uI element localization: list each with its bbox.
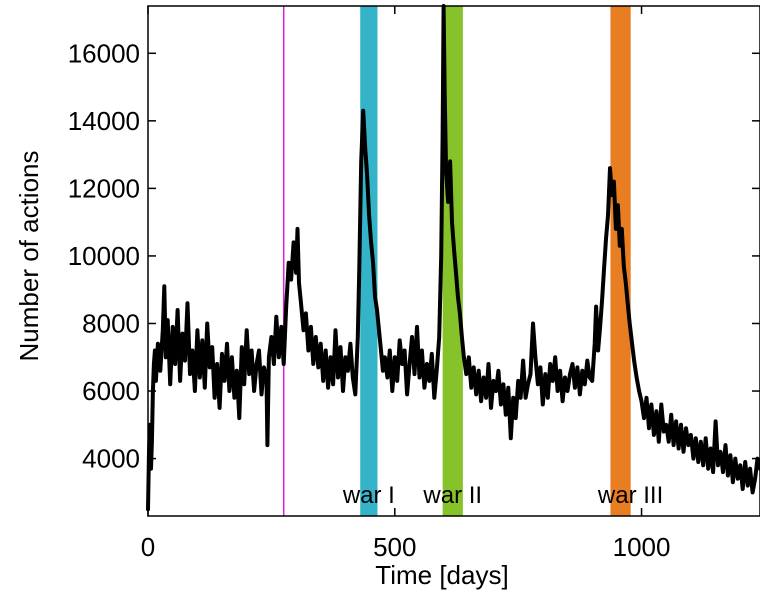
- series-line: [146, 4, 760, 512]
- x-axis-label: Time [days]: [375, 560, 508, 590]
- x-tick-label: 1000: [613, 532, 671, 562]
- band-3: [610, 6, 631, 516]
- x-tick-label: 0: [141, 532, 155, 562]
- y-tick-label: 8000: [82, 308, 140, 338]
- x-axis-ticks: 0 500 1000: [141, 6, 671, 562]
- y-tick-label: 12000: [68, 173, 140, 203]
- band-label-1: war I: [342, 482, 395, 509]
- band-2: [442, 6, 463, 516]
- y-axis-label: Number of actions: [14, 151, 44, 362]
- y-axis-ticks: 4000 6000 8000 10000 12000 14000 16000: [68, 38, 760, 474]
- plot-frame: [147, 5, 760, 517]
- x-tick-label: 500: [373, 532, 416, 562]
- y-tick-label: 4000: [82, 444, 140, 474]
- y-tick-label: 16000: [68, 38, 140, 68]
- y-tick-label: 14000: [68, 106, 140, 136]
- y-tick-label: 10000: [68, 241, 140, 271]
- war-bands: [360, 6, 631, 516]
- band-labels: war I war II war III: [342, 482, 663, 509]
- band-label-2: war II: [422, 482, 482, 509]
- y-tick-label: 6000: [82, 376, 140, 406]
- band-label-3: war III: [597, 482, 663, 509]
